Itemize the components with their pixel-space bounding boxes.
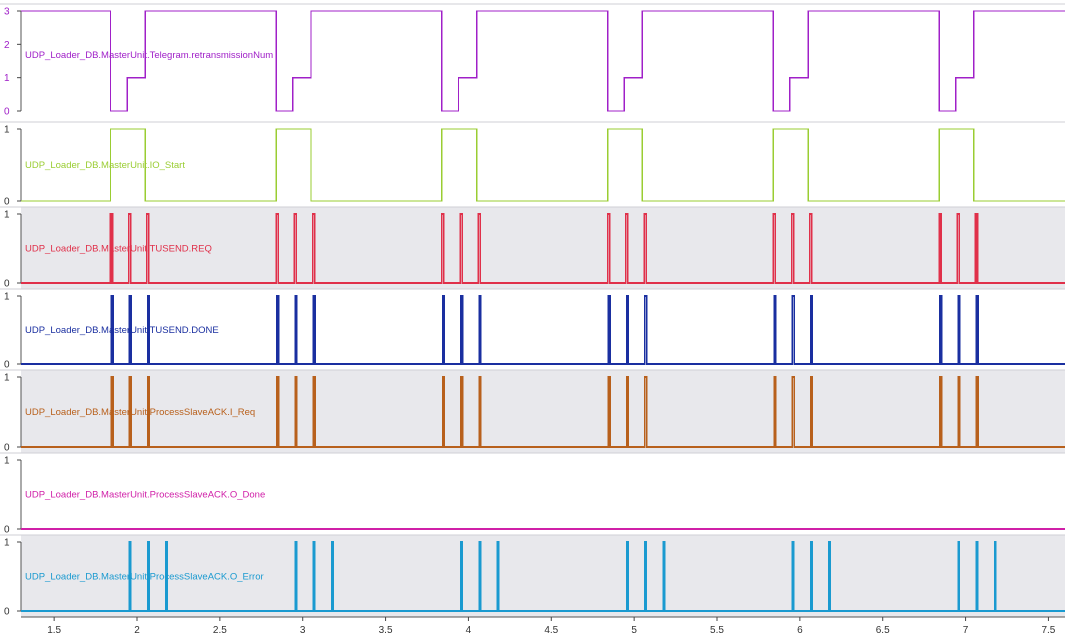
lane-done: 0 1 UDP_Loader_DB.MasterUnit.TUSEND.DONE xyxy=(0,288,1065,371)
lane-o-done: 0 1 UDP_Loader_DB.MasterUnit.ProcessSlaveA… xyxy=(0,452,1065,536)
y-tick-label: 1 xyxy=(4,73,10,84)
y-tick-label: 1 xyxy=(4,125,10,136)
signal-retransmissionnum xyxy=(21,10,1065,112)
x-tick-label: 7 xyxy=(963,625,969,636)
y-tick-label: 0 xyxy=(4,279,10,290)
y-tick-label: 0 xyxy=(4,443,10,454)
y-tick-label: 0 xyxy=(4,360,10,371)
y-tick-label: 0 xyxy=(4,107,10,118)
signal-label-done: UDP_Loader_DB.MasterUnit.TUSEND.DONE xyxy=(25,325,219,336)
x-axis-background xyxy=(0,617,1065,643)
signal-label-req: UDP_Loader_DB.MasterUnit.TUSEND.REQ xyxy=(25,244,212,255)
signal-label-i-req: UDP_Loader_DB.MasterUnit.ProcessSlaveACK… xyxy=(25,407,255,418)
lane-retransmissionnum: 0 1 2 3 UDP_Loader_DB.MasterUnit.Telegram.re… xyxy=(0,3,1065,118)
lanes-layer: 0 1 2 3 UDP_Loader_DB.MasterUnit.Telegram.re… xyxy=(0,3,1065,618)
x-tick-label: 1.5 xyxy=(47,625,61,636)
x-tick-label: 4 xyxy=(466,625,472,636)
y-tick-label: 0 xyxy=(4,607,10,618)
lane-background xyxy=(21,207,1065,289)
lane-i-req: 0 1 UDP_Loader_DB.MasterUnit.ProcessSlaveA… xyxy=(0,369,1065,454)
lane-io-start: 0 1 UDP_Loader_DB.MasterUnit.IO_Start xyxy=(0,121,1065,208)
x-tick-label: 6 xyxy=(797,625,803,636)
x-tick-label: 3 xyxy=(300,625,306,636)
y-tick-label: 1 xyxy=(4,292,10,303)
y-tick-label: 1 xyxy=(4,373,10,384)
signal-i-req xyxy=(21,376,1065,448)
signal-label-o-done: UDP_Loader_DB.MasterUnit.ProcessSlaveACK… xyxy=(25,490,265,501)
signal-label-retransmissionnum: UDP_Loader_DB.MasterUnit.Telegram.retran… xyxy=(25,50,273,61)
x-tick-label: 5 xyxy=(631,625,637,636)
x-axis: 1.5 2 2.5 3 3.5 4 4.5 5 5.5 6 6.5 7 7.5 xyxy=(0,616,1065,643)
lane-background xyxy=(21,289,1065,370)
x-tick-label: 2 xyxy=(134,625,140,636)
y-tick-label: 0 xyxy=(4,197,10,208)
lane-background xyxy=(21,4,1065,117)
signal-done xyxy=(21,295,1065,365)
y-tick-label: 2 xyxy=(4,40,10,51)
signal-label-o-error: UDP_Loader_DB.MasterUnit.ProcessSlaveACK… xyxy=(25,572,264,583)
signal-io-start xyxy=(21,128,1065,202)
y-tick-label: 1 xyxy=(4,538,10,549)
x-tick-label: 3.5 xyxy=(379,625,393,636)
y-tick-label: 0 xyxy=(4,525,10,536)
signal-label-io-start: UDP_Loader_DB.MasterUnit.IO_Start xyxy=(25,160,185,171)
y-tick-label: 1 xyxy=(4,456,10,467)
x-tick-label: 6.5 xyxy=(876,625,890,636)
signal-req xyxy=(21,213,1065,284)
signal-o-error xyxy=(21,541,1065,612)
lane-background xyxy=(21,535,1065,617)
lane-background xyxy=(21,453,1065,535)
lane-background xyxy=(21,370,1065,453)
x-tick-label: 2.5 xyxy=(213,625,227,636)
lane-background xyxy=(21,122,1065,207)
lane-o-error: 0 1 UDP_Loader_DB.MasterUnit.ProcessSlaveA… xyxy=(0,534,1065,618)
x-tick-label: 5.5 xyxy=(710,625,724,636)
y-tick-label: 1 xyxy=(4,210,10,221)
lane-req: 0 1 UDP_Loader_DB.MasterUnit.TUSEND.REQ xyxy=(0,206,1065,290)
y-tick-label: 3 xyxy=(4,7,10,18)
x-tick-label: 4.5 xyxy=(544,625,558,636)
x-tick-label: 7.5 xyxy=(1041,625,1055,636)
